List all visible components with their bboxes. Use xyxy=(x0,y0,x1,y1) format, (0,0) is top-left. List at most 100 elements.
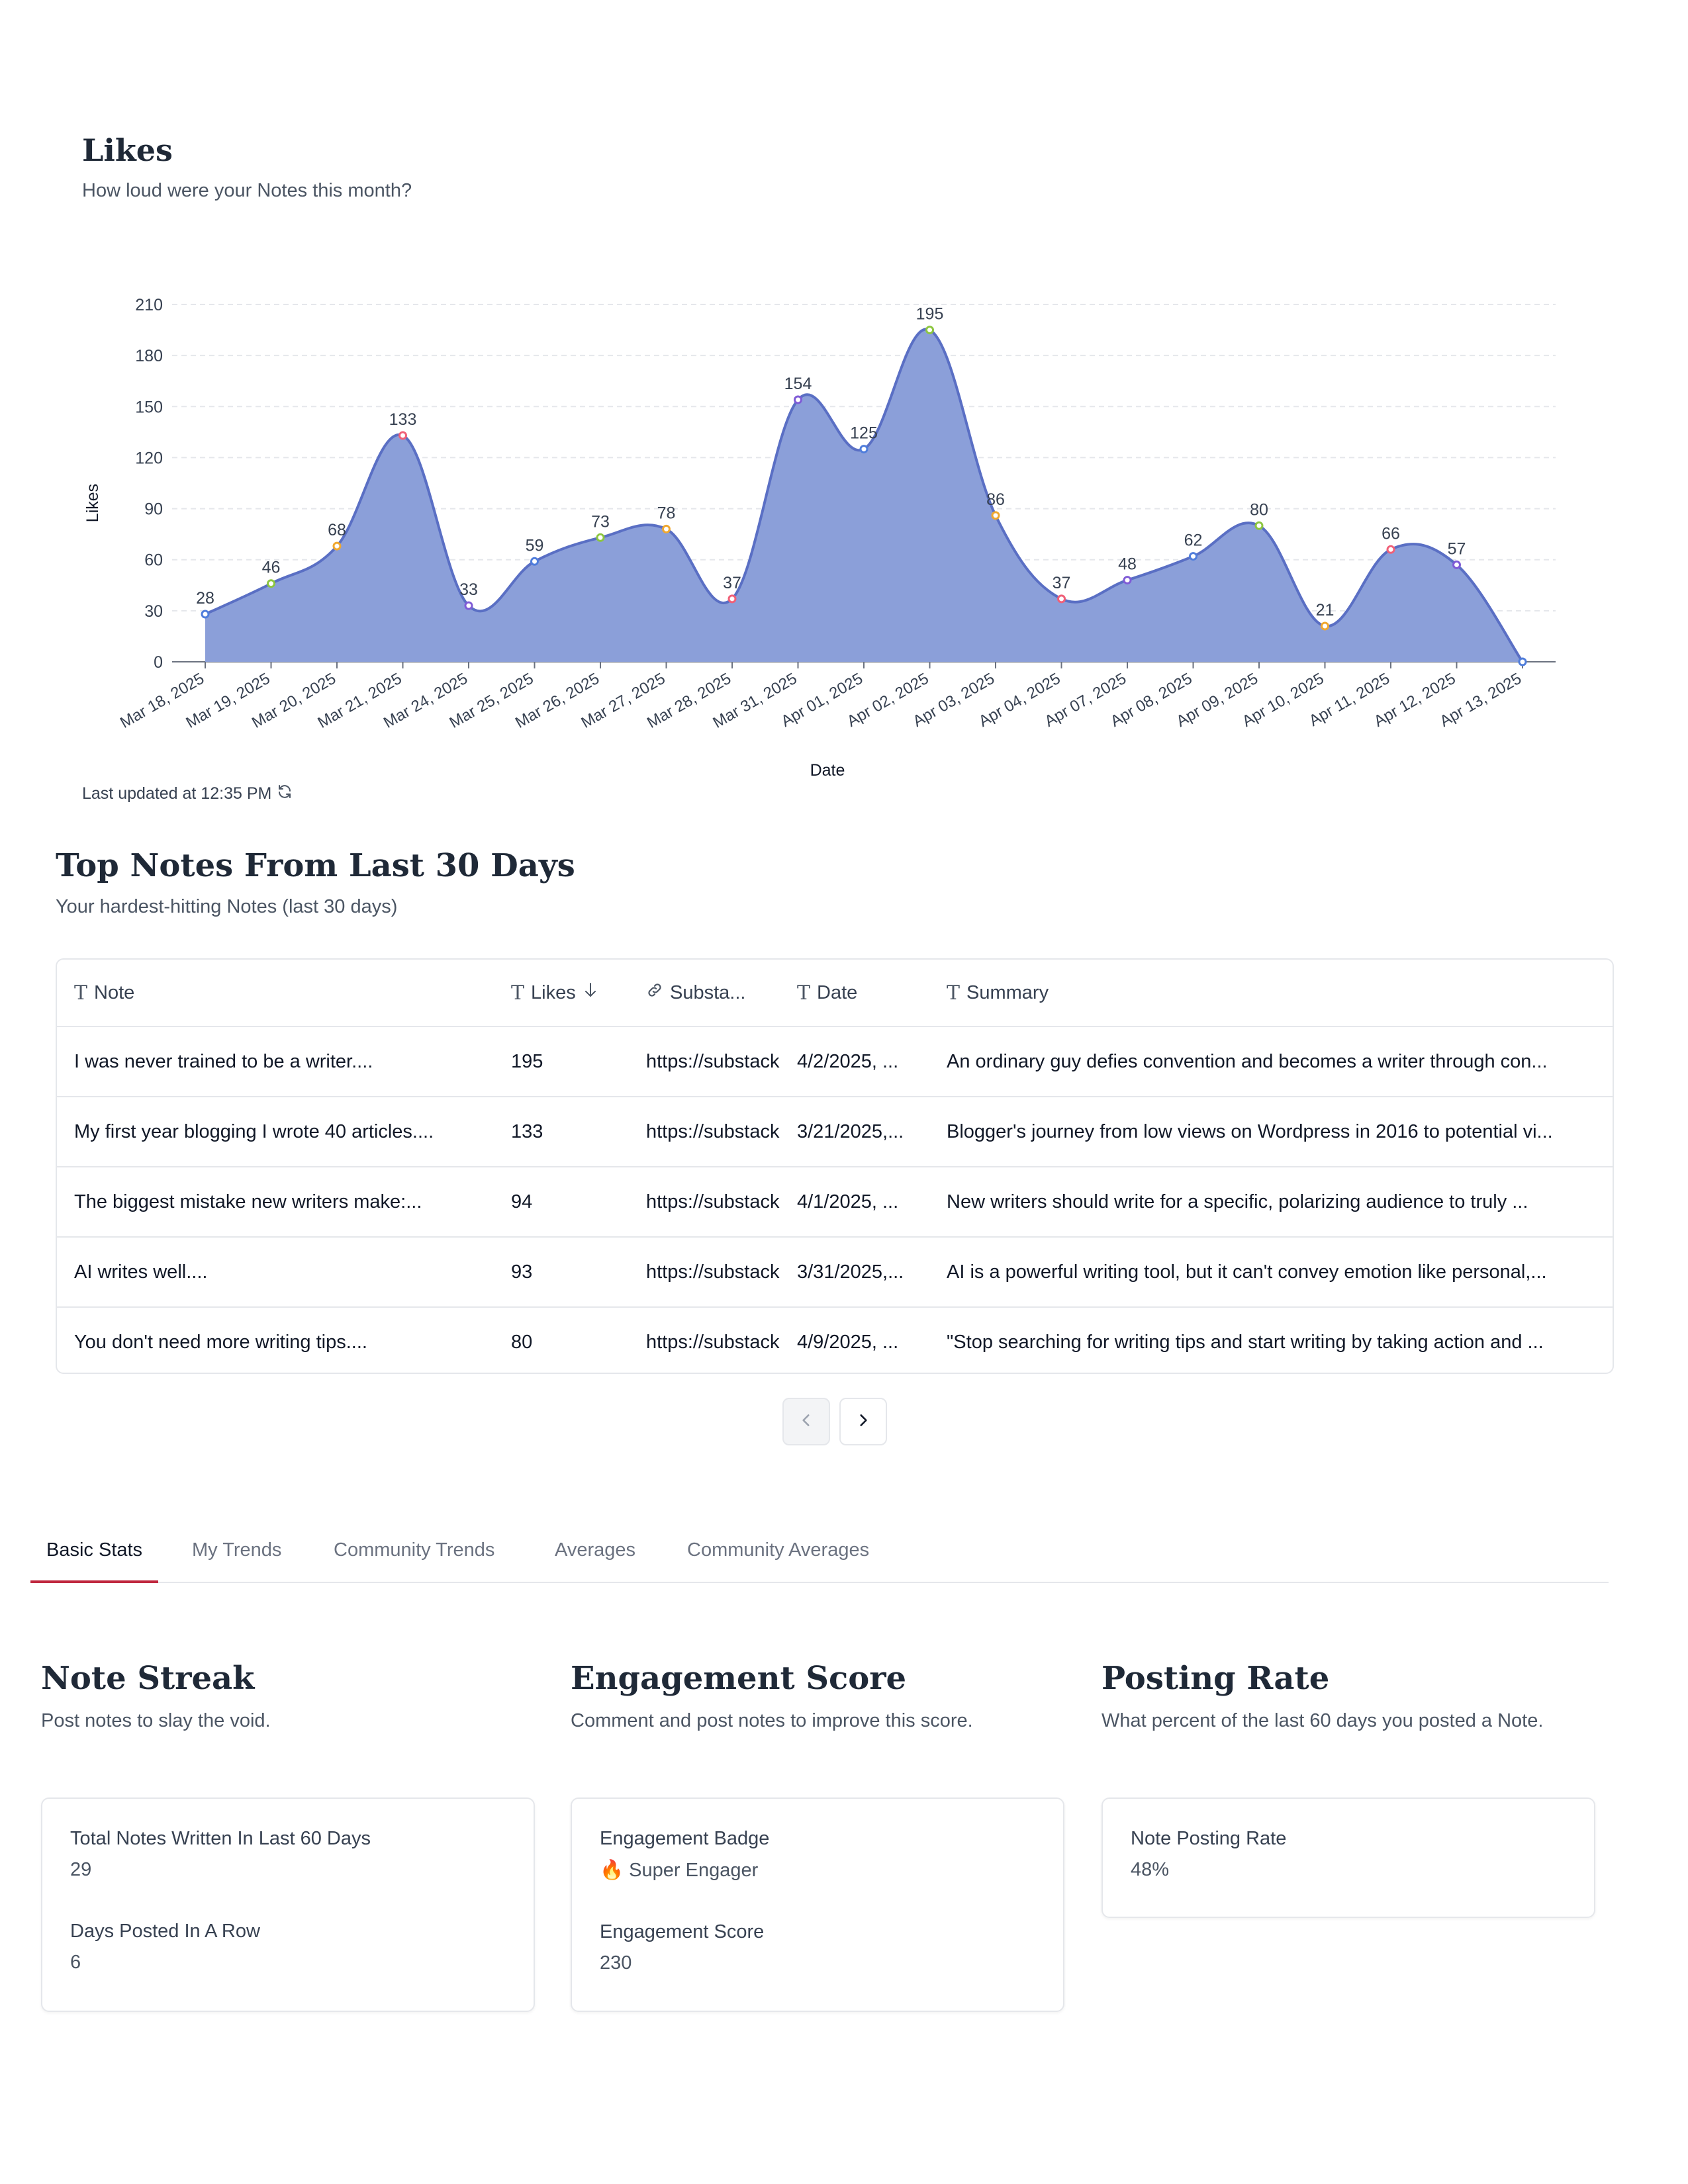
y-axis-title: Likes xyxy=(83,484,102,522)
data-point xyxy=(1123,576,1132,585)
posting-rate-subtitle: What percent of the last 60 days you pos… xyxy=(1102,1710,1544,1731)
data-label: 73 xyxy=(591,512,610,531)
stat-label: Days Posted In A Row xyxy=(70,1921,260,1942)
refresh-icon[interactable] xyxy=(277,784,293,804)
cell-summary: An ordinary guy defies convention and be… xyxy=(929,1026,1613,1097)
note-streak-title: Note Streak xyxy=(41,1660,255,1697)
data-point xyxy=(596,533,605,542)
column-header-date[interactable]: T Date xyxy=(780,960,929,1027)
engagement-score-subtitle: Comment and post notes to improve this s… xyxy=(571,1710,973,1731)
chart-title: Likes xyxy=(82,132,173,168)
y-tick-label: 210 xyxy=(135,296,163,314)
data-point xyxy=(1321,621,1329,631)
tab-basic-stats[interactable]: Basic Stats xyxy=(30,1533,159,1583)
data-point xyxy=(1518,657,1527,666)
data-label: 62 xyxy=(1184,531,1203,550)
column-header-substack[interactable]: Substa... xyxy=(629,960,780,1027)
cell-date: 4/1/2025, ... xyxy=(780,1167,929,1238)
data-point xyxy=(1189,552,1197,561)
y-tick-label: 60 xyxy=(144,551,163,570)
cell-summary: "Stop searching for writing tips and sta… xyxy=(947,1331,1544,1353)
data-point xyxy=(399,431,407,440)
table-row[interactable]: You don't need more writing tips.... 80 … xyxy=(57,1307,1613,1373)
column-header-likes[interactable]: T Likes xyxy=(494,960,629,1027)
column-header-summary[interactable]: T Summary xyxy=(929,960,1613,1027)
data-label: 195 xyxy=(916,305,944,324)
text-type-icon: T xyxy=(74,981,88,1005)
top-notes-table: T Note T Likes Substa... T Date T Summary I … xyxy=(56,958,1614,1374)
cell-date: 4/9/2025, ... xyxy=(797,1331,899,1353)
top-notes-title: Top Notes From Last 30 Days xyxy=(56,847,575,884)
cell-note: AI writes well.... xyxy=(57,1237,494,1308)
posting-rate-card: Note Posting Rate 48% xyxy=(1102,1797,1595,1918)
table-row[interactable]: AI writes well.... 93 https://substack.c… xyxy=(57,1237,1613,1308)
likes-area xyxy=(205,329,1523,662)
next-page-button[interactable] xyxy=(839,1398,887,1445)
data-label: 133 xyxy=(389,410,417,429)
data-label: 33 xyxy=(459,580,478,599)
posting-rate-title: Posting Rate xyxy=(1102,1660,1330,1697)
cell-substack-link[interactable]: https://substack.com xyxy=(646,1331,780,1353)
data-label: 68 xyxy=(328,521,346,539)
data-label: 66 xyxy=(1382,524,1400,543)
y-tick-label: 0 xyxy=(154,653,163,672)
data-label: 154 xyxy=(784,375,812,393)
data-point xyxy=(530,557,539,566)
y-tick-label: 30 xyxy=(144,602,163,621)
cell-likes: 93 xyxy=(494,1237,629,1308)
table-row[interactable]: I was never trained to be a writer.... 1… xyxy=(57,1026,1613,1097)
data-label: 59 xyxy=(526,536,544,555)
column-header-note[interactable]: T Note xyxy=(57,960,494,1027)
data-point xyxy=(464,601,473,610)
data-point xyxy=(794,395,802,404)
table-row[interactable]: The biggest mistake new writers make:...… xyxy=(57,1167,1613,1238)
chart-subtitle: How loud were your Notes this month? xyxy=(82,180,412,201)
y-tick-label: 180 xyxy=(135,347,163,365)
text-type-icon: T xyxy=(511,981,525,1005)
chevron-right-icon xyxy=(855,1412,872,1432)
data-label: 37 xyxy=(723,574,741,592)
cell-summary: New writers should write for a specific,… xyxy=(929,1167,1613,1238)
cell-substack-link[interactable]: https://substack.com xyxy=(629,1237,780,1308)
data-point xyxy=(727,594,737,604)
stat-label: Engagement Score xyxy=(600,1921,765,1942)
engagement-score-card: Engagement Badge 🔥 Super Engager Engagem… xyxy=(571,1797,1064,2012)
tab-community-trends[interactable]: Community Trends xyxy=(334,1539,495,1561)
tab-averages[interactable]: Averages xyxy=(555,1539,635,1561)
stat-label: Engagement Badge xyxy=(600,1828,770,1849)
engagement-score-title: Engagement Score xyxy=(571,1660,907,1697)
cell-summary: Blogger's journey from low views on Word… xyxy=(929,1097,1613,1167)
data-label: 125 xyxy=(850,424,878,443)
sort-desc-icon[interactable] xyxy=(583,981,598,1004)
y-tick-label: 120 xyxy=(135,449,163,467)
previous-page-button[interactable] xyxy=(782,1398,830,1445)
stat-value: 48% xyxy=(1131,1859,1170,1880)
y-tick-label: 90 xyxy=(144,500,163,519)
data-point xyxy=(859,445,868,454)
cell-substack-link[interactable]: https://substack.com xyxy=(629,1026,780,1097)
tab-my-trends[interactable]: My Trends xyxy=(192,1539,282,1561)
cell-substack-link[interactable]: https://substack.com xyxy=(629,1167,780,1238)
stat-value: 6 xyxy=(70,1952,81,1973)
note-streak-subtitle: Post notes to slay the void. xyxy=(41,1710,271,1731)
top-notes-subtitle: Your hardest-hitting Notes (last 30 days… xyxy=(56,896,398,917)
cell-note: My first year blogging I wrote 40 articl… xyxy=(57,1097,494,1167)
note-streak-card: Total Notes Written In Last 60 Days 29 D… xyxy=(41,1797,535,2012)
cell-date: 4/2/2025, ... xyxy=(780,1026,929,1097)
cell-likes: 80 xyxy=(511,1331,533,1353)
table-row[interactable]: My first year blogging I wrote 40 articl… xyxy=(57,1097,1613,1167)
tab-community-averages[interactable]: Community Averages xyxy=(687,1539,870,1561)
text-type-icon: T xyxy=(947,981,961,1005)
data-point xyxy=(1452,560,1461,569)
data-point xyxy=(991,511,1000,520)
cell-substack-link[interactable]: https://substack.com xyxy=(629,1097,780,1167)
data-label: 78 xyxy=(657,504,676,522)
likes-series-line xyxy=(205,328,1524,663)
data-label: 48 xyxy=(1118,555,1137,574)
stat-label: Total Notes Written In Last 60 Days xyxy=(70,1828,371,1849)
data-point xyxy=(1254,521,1264,530)
table-header-row: T Note T Likes Substa... T Date T Summary xyxy=(57,960,1613,1027)
engagement-badge: 🔥 Super Engager xyxy=(600,1860,759,1881)
data-point xyxy=(201,610,210,619)
